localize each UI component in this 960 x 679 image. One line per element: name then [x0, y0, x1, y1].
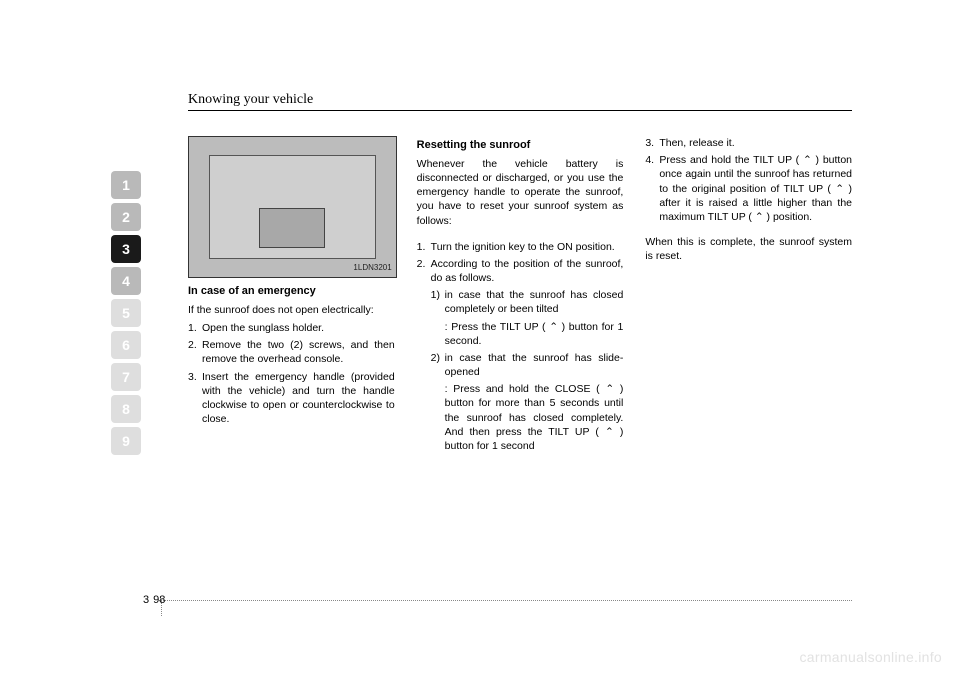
- column-2: Resetting the sunroof Whenever the vehic…: [417, 136, 624, 456]
- tab-6: 6: [111, 331, 141, 359]
- footer: 3 98: [111, 600, 852, 601]
- list-num: 4.: [645, 153, 659, 224]
- tab-1: 1: [111, 171, 141, 199]
- column-1: 1LDN3201 In case of an emergency If the …: [188, 136, 395, 456]
- sub-sub-text: : Press and hold the CLOSE ( ⌃ ) button …: [445, 382, 624, 453]
- column-3: 3. Then, release it. 4. Press and hold t…: [645, 136, 852, 456]
- tab-4: 4: [111, 267, 141, 295]
- spacer: [417, 232, 624, 240]
- figure-overhead-console: 1LDN3201: [188, 136, 397, 278]
- list-item: 3. Then, release it.: [645, 136, 852, 150]
- list-item: 1. Open the sunglass holder.: [188, 321, 395, 335]
- list-text: Open the sunglass holder.: [202, 321, 395, 335]
- chapter-tabs: 1 2 3 4 5 6 7 8 9: [111, 171, 141, 455]
- tab-8: 8: [111, 395, 141, 423]
- footer-vline: [161, 598, 162, 616]
- list-num: 2.: [417, 257, 431, 285]
- sub-sub-text: : Press the TILT UP ( ⌃ ) button for 1 s…: [445, 320, 624, 348]
- list-item: 4. Press and hold the TILT UP ( ⌃ ) butt…: [645, 153, 852, 224]
- list-num: 2.: [188, 338, 202, 366]
- sub-list-item: 1) in case that the sunroof has closed c…: [431, 288, 624, 316]
- list-num: 3.: [188, 370, 202, 427]
- col2-subtitle: Resetting the sunroof: [417, 138, 624, 153]
- sub-list-num: 2): [431, 351, 445, 379]
- list-item: 2. According to the position of the sunr…: [417, 257, 624, 285]
- list-text: Remove the two (2) screws, and then remo…: [202, 338, 395, 366]
- tab-3: 3: [111, 235, 141, 263]
- tab-7: 7: [111, 363, 141, 391]
- content-columns: 1LDN3201 In case of an emergency If the …: [188, 136, 852, 456]
- list-item: 1. Turn the ignition key to the ON posit…: [417, 240, 624, 254]
- watermark: carmanualsonline.info: [800, 649, 943, 665]
- tab-2: 2: [111, 203, 141, 231]
- header-title: Knowing your vehicle: [188, 92, 313, 107]
- figure-label: 1LDN3201: [353, 263, 391, 274]
- footer-section: 3: [143, 594, 149, 606]
- list-item: 3. Insert the emergency handle (provided…: [188, 370, 395, 427]
- page: Knowing your vehicle 1 2 3 4 5 6 7 8 9 1…: [0, 0, 960, 679]
- figure-box: [259, 208, 325, 248]
- footer-dotted-line: [159, 600, 852, 601]
- list-text: Press and hold the TILT UP ( ⌃ ) button …: [659, 153, 852, 224]
- list-text: According to the position of the sunroof…: [431, 257, 624, 285]
- col2-intro: Whenever the vehicle battery is disconne…: [417, 157, 624, 228]
- col3-outro: When this is complete, the sunroof syste…: [645, 235, 852, 263]
- list-text: Insert the emergency handle (provided wi…: [202, 370, 395, 427]
- list-item: 2. Remove the two (2) screws, and then r…: [188, 338, 395, 366]
- list-num: 1.: [188, 321, 202, 335]
- sub-list-text: in case that the sunroof has closed comp…: [445, 288, 624, 316]
- sub-list-num: 1): [431, 288, 445, 316]
- sub-list-text: in case that the sunroof has slide-opene…: [445, 351, 624, 379]
- tab-5: 5: [111, 299, 141, 327]
- figure-inner: [209, 155, 376, 259]
- col1-intro: If the sunroof does not open electricall…: [188, 303, 395, 317]
- col1-subtitle: In case of an emergency: [188, 284, 395, 299]
- list-num: 1.: [417, 240, 431, 254]
- sub-list-item: 2) in case that the sunroof has slide-op…: [431, 351, 624, 379]
- footer-page: 98: [153, 594, 165, 606]
- header: Knowing your vehicle: [188, 90, 852, 111]
- footer-page-numbers: 3 98: [143, 594, 165, 606]
- list-text: Then, release it.: [659, 136, 852, 150]
- list-text: Turn the ignition key to the ON position…: [431, 240, 624, 254]
- list-num: 3.: [645, 136, 659, 150]
- spacer: [645, 227, 852, 235]
- tab-9: 9: [111, 427, 141, 455]
